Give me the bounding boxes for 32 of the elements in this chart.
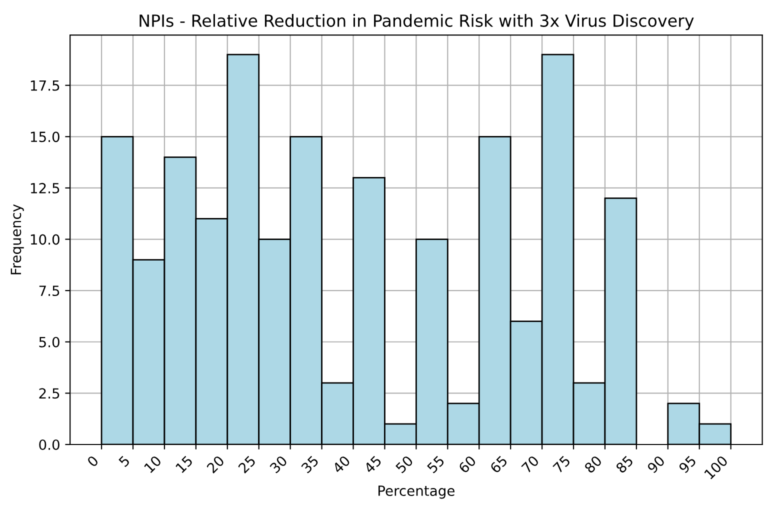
y-tick-label: 0.0 (39, 439, 60, 450)
chart-title: NPIs - Relative Reduction in Pandemic Risk with 3x Virus Discovery (140, 14, 694, 30)
x-tick-label: 45 (364, 455, 382, 474)
x-tick-label: 75 (552, 455, 571, 474)
y-tick-label: 12.5 (30, 182, 60, 194)
x-tick-label: 40 (332, 455, 351, 474)
x-axis-title: Percentage (378, 486, 455, 499)
x-tick-label: 5 (118, 455, 130, 468)
y-axis-title: Frequency (10, 204, 24, 274)
y-tick-label: 10.0 (30, 234, 60, 245)
y-tick-label: 15.0 (30, 132, 60, 142)
x-tick-label: 95 (678, 455, 697, 474)
x-tick-label: 15 (175, 455, 194, 474)
x-tick-label: 90 (646, 455, 666, 474)
x-tick-label: 60 (458, 455, 477, 474)
y-tick-label: 2.5 (39, 388, 60, 399)
y-tick-label: 17.5 (30, 80, 60, 91)
x-tick-label: 85 (615, 455, 634, 474)
y-tick-label: 7.5 (39, 286, 60, 296)
x-tick-label: 25 (238, 455, 256, 474)
x-tick-label: 80 (584, 455, 602, 474)
x-tick-label: 65 (489, 455, 508, 474)
x-tick-label: 55 (426, 455, 445, 474)
x-tick-label: 0 (86, 455, 99, 468)
x-tick-label: 30 (269, 455, 288, 474)
x-tick-label: 100 (704, 455, 728, 480)
x-tick-label: 10 (144, 455, 162, 474)
x-tick-label: 35 (300, 455, 320, 474)
x-tick-label: 20 (206, 455, 225, 474)
x-tick-label: 70 (521, 455, 540, 474)
y-tick-label: 5.0 (39, 336, 60, 348)
x-tick-label: 50 (395, 455, 414, 474)
